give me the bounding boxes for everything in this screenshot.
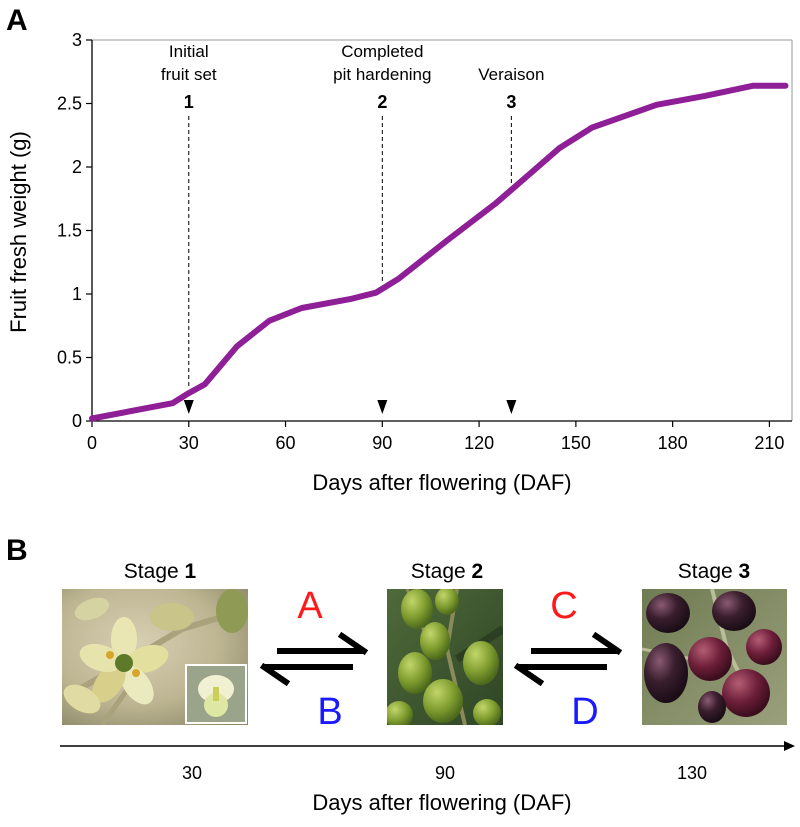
- stage-1-photo: [62, 589, 248, 725]
- backward-arrow-ab: [259, 662, 353, 687]
- stage-annotation-text: Completed: [341, 42, 423, 61]
- transition-b-letter: B: [317, 691, 342, 733]
- y-tick-label: 2: [72, 157, 82, 177]
- x-tick-label: 180: [658, 433, 688, 453]
- y-tick-label: 2.5: [57, 94, 82, 114]
- stage-marker-triangle: [183, 400, 194, 414]
- x-axis-ticks: 0 30 60 90 120 150 180 210: [87, 421, 784, 453]
- transition-a-letter: A: [297, 585, 323, 627]
- stage-marker-triangle: [506, 400, 517, 414]
- stage-annotation-number: 3: [506, 92, 516, 112]
- forward-arrow-ab: [277, 631, 369, 656]
- x-tick-label: 30: [179, 433, 199, 453]
- timeline: 30 90 130 Days after flowering (DAF): [60, 741, 795, 815]
- stage-marker-triangle: [377, 400, 388, 414]
- transition-cd: C D: [513, 585, 623, 733]
- x-tick-label: 210: [754, 433, 784, 453]
- panel-a-label: A: [6, 4, 28, 37]
- timeline-axis-label: Days after flowering (DAF): [312, 790, 571, 815]
- y-tick-label: 1: [72, 284, 82, 304]
- y-axis-ticks: 0 0.5 1 1.5 2 2.5 3: [57, 30, 92, 431]
- timeline-day-stage-1: 30: [182, 763, 202, 783]
- y-axis-label: Fruit fresh weight (g): [6, 131, 31, 333]
- transition-d-letter: D: [571, 691, 598, 733]
- x-tick-label: 60: [276, 433, 296, 453]
- x-tick-label: 90: [372, 433, 392, 453]
- y-tick-label: 0.5: [57, 348, 82, 368]
- stage-annotation-text: fruit set: [161, 65, 217, 84]
- stage-annotation-number: 1: [184, 92, 194, 112]
- stage-annotation-text: Initial: [169, 42, 209, 61]
- stage-2-title: Stage 2: [411, 560, 483, 583]
- stage-annotation-text: pit hardening: [333, 65, 431, 84]
- stage-annotation-number: 2: [377, 92, 387, 112]
- stage-annotation-text: Veraison: [478, 65, 544, 84]
- x-axis-label: Days after flowering (DAF): [312, 470, 571, 495]
- timeline-day-stage-3: 130: [677, 763, 707, 783]
- stage-annotations: Initial fruit set 1 Completed pit hardening 2…: [161, 42, 544, 414]
- fruit-weight-series-line: [89, 82, 789, 422]
- series-layer: [89, 82, 789, 422]
- timeline-day-stage-2: 90: [435, 763, 455, 783]
- x-tick-label: 0: [87, 433, 97, 453]
- stage-3-title: Stage 3: [678, 560, 750, 583]
- transition-c-letter: C: [550, 585, 577, 627]
- forward-arrow-cd: [531, 631, 623, 656]
- x-tick-label: 120: [464, 433, 494, 453]
- transition-ab: A B: [259, 585, 369, 733]
- stage-1-title: Stage 1: [124, 560, 197, 583]
- y-tick-label: 1.5: [57, 221, 82, 241]
- y-tick-label: 0: [72, 411, 82, 431]
- backward-arrow-cd: [513, 662, 607, 687]
- x-tick-label: 150: [561, 433, 591, 453]
- panel-b-label: B: [6, 534, 28, 567]
- y-tick-label: 3: [72, 30, 82, 50]
- stage-2-photo: [387, 589, 503, 725]
- stage-3-photo: [642, 589, 787, 725]
